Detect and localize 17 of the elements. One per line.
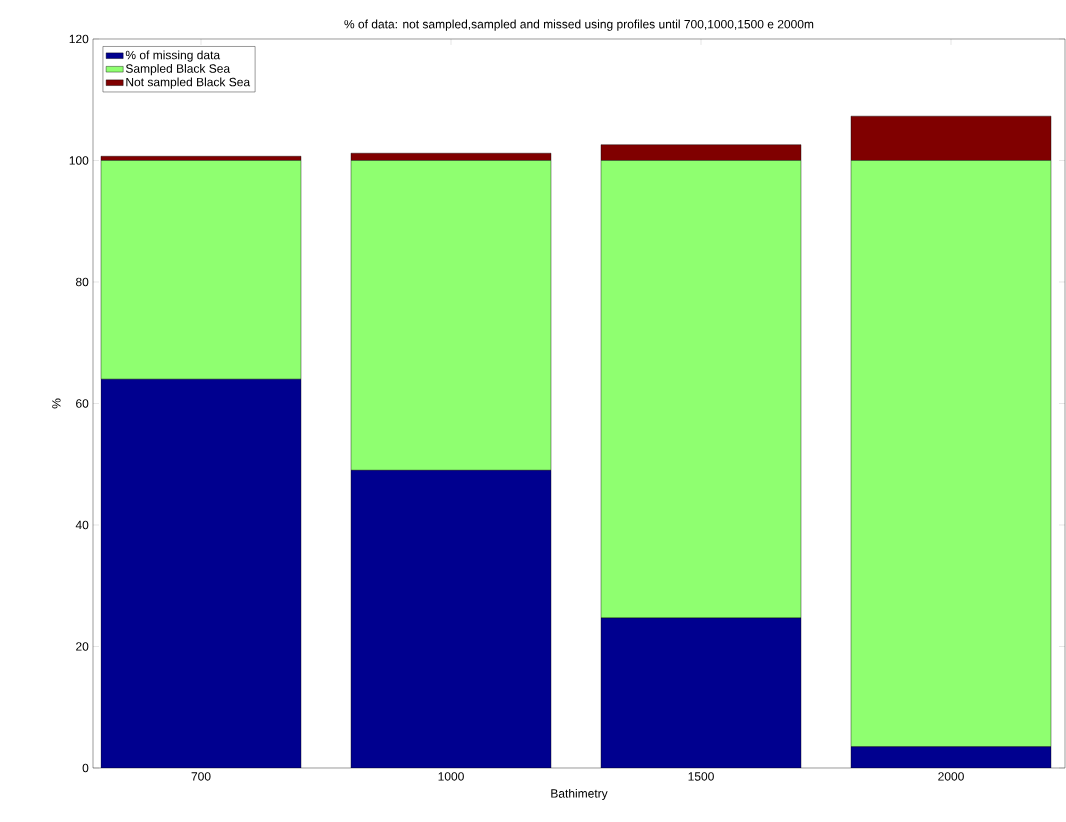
x-tick-label: 1000 xyxy=(438,772,464,781)
x-tick-label: 2000 xyxy=(938,772,964,781)
legend-label: % of missing data xyxy=(125,50,221,62)
x-tick-label: 700 xyxy=(191,772,211,781)
x-axis-title: Bathimetry xyxy=(551,788,608,801)
y-tick-label: 20 xyxy=(76,642,89,651)
chart-title: % of data: not sampled,sampled and missed using profiles until 700,1000,1500 e 2000m xyxy=(344,19,814,31)
y-tick-label: 80 xyxy=(75,277,89,287)
y-tick-label: 60 xyxy=(76,399,89,408)
y-tick-label: 40 xyxy=(75,520,89,530)
y-axis-title: % xyxy=(52,398,61,409)
y-tick-label: 0 xyxy=(82,763,89,773)
legend-label: Sampled Black Sea xyxy=(125,63,231,76)
legend-label: Not sampled Black Sea xyxy=(126,77,251,89)
x-tick-label: 1500 xyxy=(688,772,714,781)
y-tick-label: 120 xyxy=(69,34,89,44)
y-tick-label: 100 xyxy=(69,156,89,165)
